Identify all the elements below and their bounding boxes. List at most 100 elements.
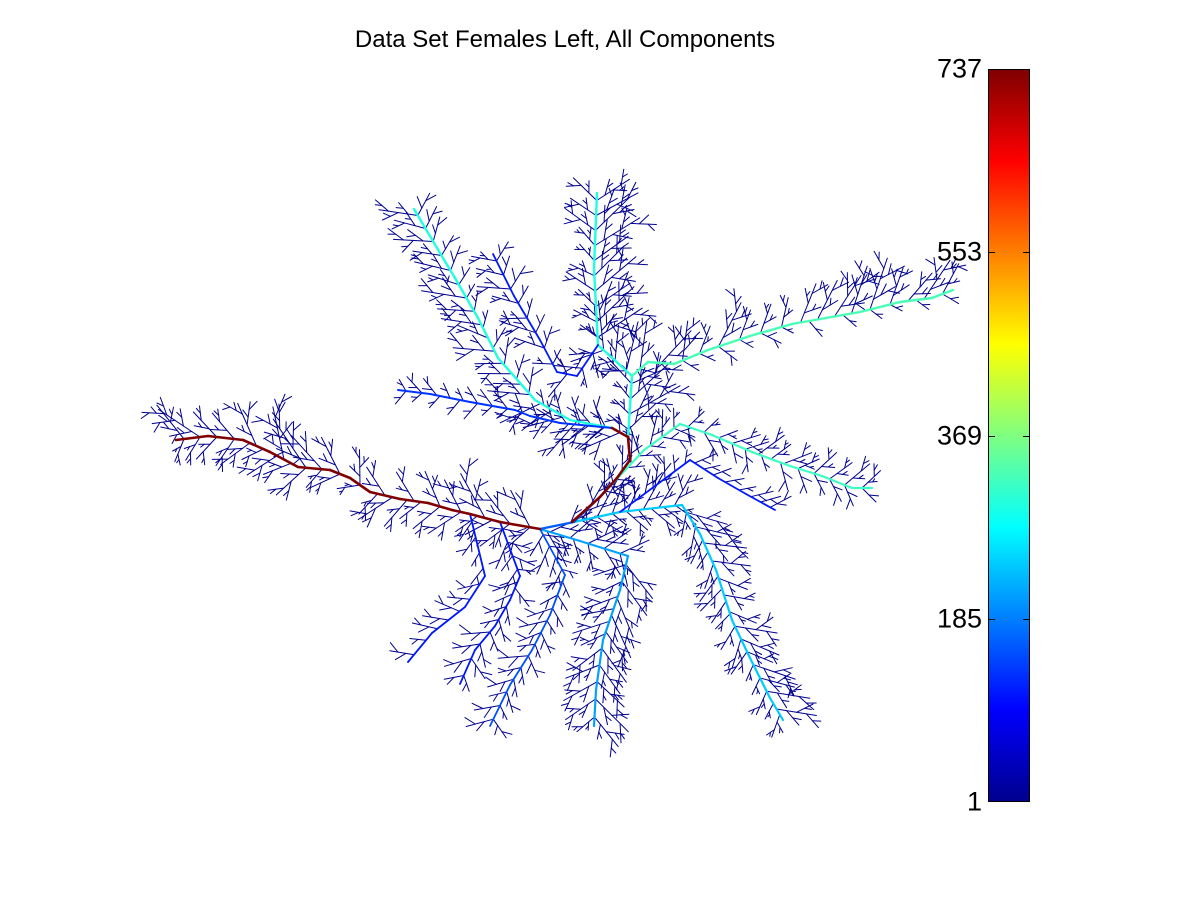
tree-twig xyxy=(752,431,758,434)
tree-twig xyxy=(529,429,540,433)
tree-twig xyxy=(168,408,173,416)
tree-twig xyxy=(554,350,558,358)
tree-twig xyxy=(642,380,648,394)
tree-twig xyxy=(694,474,699,481)
tree-twig xyxy=(646,383,671,388)
tree-branch-upper-vertical xyxy=(596,343,634,378)
tree-branch-lower-middle xyxy=(618,554,630,592)
tree-twig xyxy=(591,587,599,592)
tree-twig xyxy=(700,588,723,612)
tree-twig xyxy=(950,258,957,269)
tree-twig xyxy=(677,531,680,537)
tree-twig xyxy=(491,527,497,532)
tree-twig xyxy=(679,439,687,449)
tree-twig xyxy=(478,480,489,487)
tree-twig xyxy=(510,705,521,711)
tree-twig xyxy=(459,480,465,490)
tree-twig xyxy=(848,296,856,306)
tree-twig xyxy=(851,265,868,314)
tree-twig xyxy=(574,509,582,515)
tree-twig xyxy=(416,196,423,209)
tree-twig xyxy=(783,677,791,681)
tree-twig xyxy=(672,364,682,371)
tree-twig xyxy=(606,182,614,188)
tree-twig xyxy=(488,584,502,589)
tree-twig xyxy=(396,471,415,502)
tree-twig xyxy=(550,382,555,388)
tree-twig xyxy=(501,256,507,267)
tree-twig xyxy=(574,443,582,450)
tree-branch-upper-left xyxy=(476,316,500,360)
tree-twig xyxy=(437,217,448,226)
tree-twig xyxy=(411,372,414,383)
tree-twig xyxy=(616,708,624,715)
tree-twig xyxy=(437,530,444,537)
tree-twig xyxy=(582,403,586,415)
tree-twig xyxy=(668,528,676,533)
tree-twig xyxy=(921,287,928,295)
tree-branch-lower-right xyxy=(618,503,684,514)
tree-twig xyxy=(744,448,749,473)
tree-twig xyxy=(766,644,774,650)
tree-twig xyxy=(174,438,185,463)
tree-twig xyxy=(632,313,657,317)
tree-twig xyxy=(757,659,763,664)
tree-twig xyxy=(585,183,590,188)
tree-twig xyxy=(569,708,575,713)
tree-twig xyxy=(502,712,504,719)
tree-twig xyxy=(515,360,520,372)
tree-twig xyxy=(509,529,517,538)
tree-twig xyxy=(503,246,515,249)
tree-twig xyxy=(781,297,789,328)
tree-twig xyxy=(176,427,185,434)
tree-twig xyxy=(395,207,404,209)
tree-twig xyxy=(687,509,693,513)
tree-twig xyxy=(581,519,603,534)
tree-twig xyxy=(611,303,634,309)
tree-twig xyxy=(588,565,591,571)
tree-twig xyxy=(722,554,725,564)
tree-twig xyxy=(950,296,959,300)
tree-twig xyxy=(608,414,629,430)
tree-twig xyxy=(608,472,610,479)
tree-twig xyxy=(718,302,742,347)
tree-twig xyxy=(569,347,578,355)
tree-twig xyxy=(518,620,548,628)
tree-twig xyxy=(555,394,562,416)
tree-twig xyxy=(655,472,663,480)
tree-twig xyxy=(650,410,657,417)
tree-twig xyxy=(622,484,626,509)
tree-twig xyxy=(470,658,486,680)
tree-twig xyxy=(545,599,550,610)
tree-twig xyxy=(448,236,460,243)
tree-twig xyxy=(619,400,625,405)
tree-twig xyxy=(574,291,580,296)
tree-twig xyxy=(423,378,438,396)
tree-twig xyxy=(493,608,500,617)
tree-twig xyxy=(508,656,519,668)
tree-branch-right-long xyxy=(858,300,902,314)
tree-twig xyxy=(751,708,755,715)
tree-twig xyxy=(769,495,792,508)
tree-twig xyxy=(612,465,615,471)
tree-branch-lower-middle xyxy=(578,539,630,558)
tree-twig xyxy=(588,247,591,252)
tree-twig xyxy=(515,492,523,501)
tree-twig xyxy=(663,456,666,480)
tree-twig xyxy=(604,573,612,575)
tree-twig xyxy=(579,638,586,641)
tree-twig xyxy=(787,307,790,315)
tree-twig xyxy=(490,641,495,651)
tree-branch-right-long xyxy=(898,296,934,304)
tree-twig xyxy=(746,651,774,663)
tree-twig xyxy=(602,679,606,687)
tree-twig xyxy=(283,473,291,479)
tree-twig xyxy=(574,395,579,406)
tree-twig xyxy=(446,596,471,600)
tree-twig xyxy=(187,446,191,451)
tree-twig xyxy=(459,624,472,634)
tree-twig xyxy=(442,240,446,250)
tree-branch-right-long xyxy=(790,316,828,326)
tree-branch-lower-middle xyxy=(592,688,598,728)
tree-branch-root-trunk xyxy=(296,465,332,472)
